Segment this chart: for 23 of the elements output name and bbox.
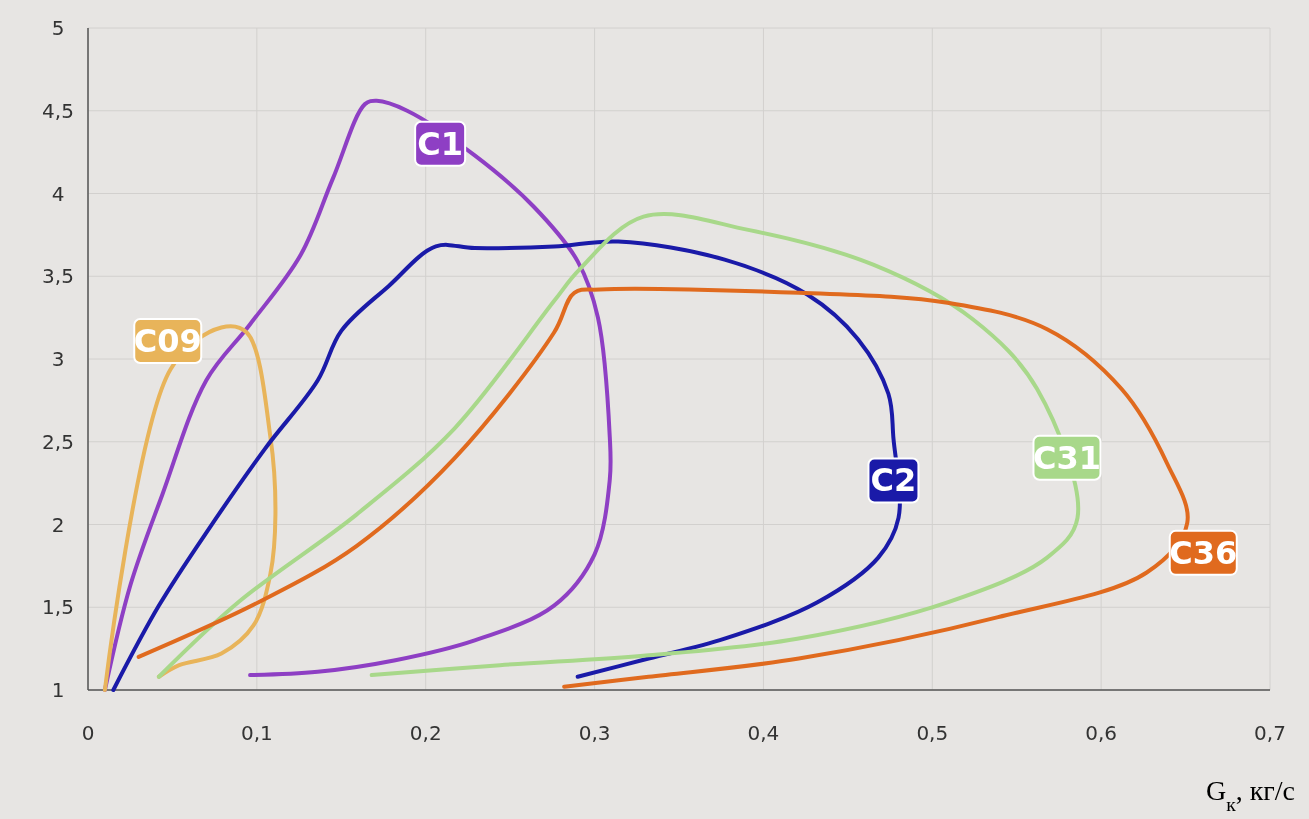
- series-label: C09: [133, 321, 202, 360]
- x-tick-label: 0,7: [1254, 721, 1286, 745]
- y-tick-label: 3,5: [42, 264, 74, 289]
- y-tick-label: 1,5: [42, 595, 74, 620]
- series-label: C2: [870, 461, 917, 500]
- x-tick-label: 0: [81, 721, 95, 745]
- x-tick-label: 0,1: [240, 721, 273, 745]
- y-tick-label: 2,5: [42, 429, 74, 454]
- x-axis-title: G$_{к}$, кг/с: [1205, 775, 1295, 815]
- y-tick-label: 5: [51, 16, 65, 40]
- y-tick-label: 3: [51, 347, 65, 371]
- y-tick-label: 1: [51, 678, 65, 702]
- x-tick-label: 0,5: [916, 721, 949, 745]
- y-tick-label: 2: [51, 512, 65, 537]
- series-label: C31: [1032, 438, 1101, 477]
- series-label: C1: [417, 124, 464, 163]
- x-tick-label: 0,6: [1085, 721, 1118, 745]
- x-tick-label: 0,3: [578, 721, 611, 745]
- x-tick-label: 0,4: [747, 721, 780, 745]
- y-tick-label: 4: [51, 181, 65, 206]
- series-label: C36: [1169, 533, 1238, 572]
- y-tick-label: 4,5: [42, 98, 74, 123]
- x-tick-label: 0,2: [409, 721, 442, 745]
